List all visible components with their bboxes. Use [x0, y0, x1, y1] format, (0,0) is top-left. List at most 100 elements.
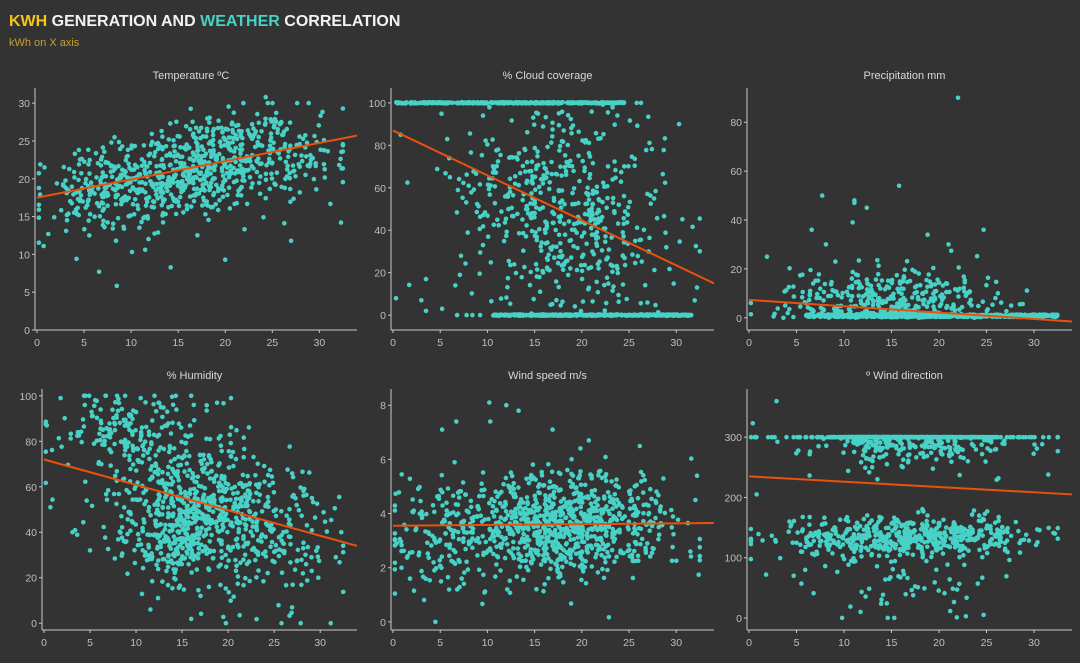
data-point — [579, 577, 584, 583]
data-point — [135, 531, 141, 537]
data-point — [301, 493, 306, 498]
data-point — [586, 508, 592, 513]
data-point — [238, 560, 243, 566]
data-point — [79, 171, 84, 176]
data-point — [461, 581, 467, 587]
data-point — [516, 231, 522, 236]
y-tick-label: 80 — [25, 436, 37, 448]
data-point — [132, 162, 138, 168]
data-point — [624, 296, 629, 302]
data-point — [496, 223, 501, 228]
data-point — [525, 568, 531, 573]
data-point — [913, 314, 919, 319]
data-point — [664, 245, 669, 250]
data-point — [150, 554, 155, 560]
data-point — [536, 162, 541, 168]
data-point — [494, 562, 499, 567]
data-point — [256, 134, 262, 140]
chart-title: Precipitation mm — [864, 70, 946, 82]
data-point — [160, 469, 165, 475]
data-point — [119, 144, 125, 149]
data-point — [585, 185, 590, 190]
data-point — [603, 239, 608, 245]
data-point — [119, 535, 125, 540]
data-point — [110, 226, 116, 231]
data-point — [76, 162, 82, 167]
data-point — [468, 530, 474, 535]
data-point — [235, 192, 241, 198]
data-point — [166, 554, 171, 559]
data-point — [626, 312, 632, 318]
data-point — [528, 549, 533, 555]
data-point — [170, 541, 176, 546]
data-point — [156, 432, 162, 438]
data-point — [643, 147, 649, 153]
data-point — [543, 512, 548, 518]
data-point — [195, 496, 200, 502]
data-point — [202, 544, 208, 549]
data-point — [63, 178, 68, 183]
data-point — [187, 467, 192, 473]
data-point — [304, 140, 310, 145]
data-point — [876, 295, 882, 301]
data-point — [156, 467, 161, 472]
data-point — [490, 137, 495, 142]
data-point — [210, 509, 216, 514]
data-point — [233, 145, 238, 151]
data-point — [143, 190, 148, 195]
data-point — [495, 532, 501, 538]
data-point — [600, 102, 606, 107]
data-point — [477, 250, 483, 255]
data-point — [181, 210, 186, 215]
data-point — [196, 536, 202, 541]
data-point — [475, 553, 480, 558]
data-point — [624, 220, 630, 225]
data-point — [207, 549, 213, 555]
data-point — [609, 312, 614, 318]
data-point — [184, 142, 189, 147]
data-point — [229, 520, 234, 525]
data-point — [526, 480, 532, 486]
data-point — [244, 201, 250, 207]
data-point — [572, 304, 578, 309]
data-point — [606, 247, 612, 252]
y-tick-label: 20 — [374, 268, 386, 280]
data-point — [498, 515, 504, 520]
data-point — [146, 556, 152, 562]
data-point — [188, 204, 194, 209]
data-point — [200, 548, 205, 554]
data-point — [605, 567, 610, 573]
data-point — [593, 130, 599, 136]
data-point — [599, 552, 604, 558]
data-point — [50, 497, 55, 502]
data-point — [587, 175, 592, 181]
data-point — [581, 230, 587, 235]
data-point — [864, 287, 870, 292]
data-point — [610, 177, 615, 182]
data-point — [231, 110, 237, 115]
data-point — [151, 199, 157, 205]
data-point — [37, 192, 43, 197]
data-point — [775, 306, 780, 311]
data-point — [590, 160, 596, 166]
data-point — [81, 424, 87, 429]
data-point — [479, 152, 485, 158]
data-point — [569, 456, 574, 462]
data-point — [146, 432, 152, 438]
data-point — [480, 224, 486, 229]
data-point — [141, 453, 146, 458]
data-point — [204, 408, 209, 413]
data-point — [96, 186, 101, 191]
data-point — [463, 200, 469, 205]
data-point — [574, 506, 579, 512]
data-point — [265, 570, 271, 576]
data-point — [143, 400, 148, 405]
data-point — [436, 100, 441, 105]
data-point — [540, 268, 545, 274]
data-point — [944, 281, 950, 287]
data-point — [202, 159, 207, 164]
data-point — [468, 150, 474, 155]
data-point — [507, 301, 513, 307]
data-point — [408, 100, 413, 105]
data-point — [657, 507, 663, 512]
